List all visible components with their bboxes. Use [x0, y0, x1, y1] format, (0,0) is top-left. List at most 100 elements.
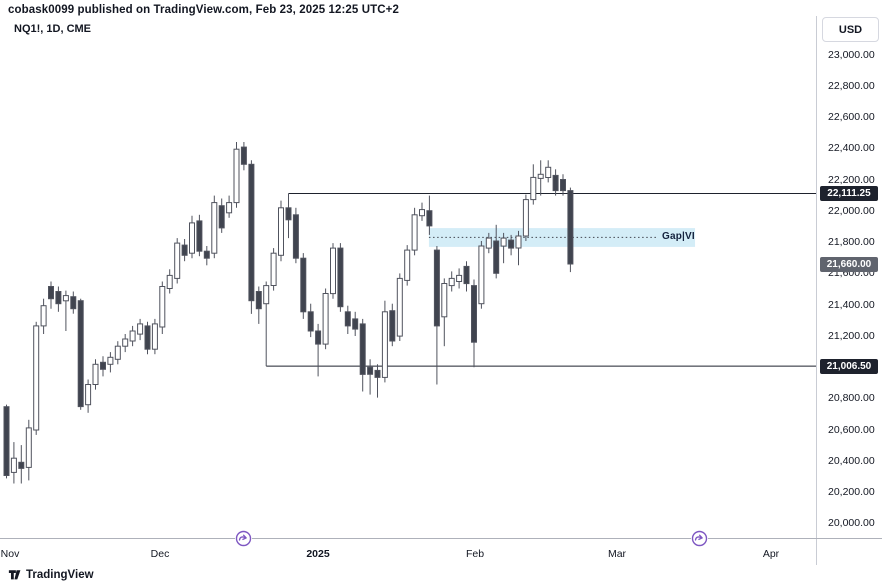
candle[interactable] [48, 281, 54, 309]
candle[interactable] [203, 246, 210, 266]
price-tick-label: 22,000.00 [828, 204, 875, 217]
price-tick-label: 21,400.00 [828, 298, 875, 311]
candle[interactable] [485, 232, 492, 254]
candle[interactable] [40, 298, 47, 334]
candle[interactable] [278, 200, 284, 262]
candle[interactable] [10, 442, 17, 484]
candle[interactable] [381, 300, 388, 383]
candle[interactable] [159, 281, 166, 335]
candle[interactable] [3, 404, 10, 479]
candle[interactable] [530, 164, 537, 205]
candle[interactable] [448, 271, 455, 292]
contract-rollover-icon[interactable] [691, 530, 708, 547]
candle[interactable] [433, 246, 440, 385]
candle[interactable] [166, 269, 173, 294]
tradingview-logo-icon [8, 570, 21, 580]
candle[interactable] [181, 239, 188, 262]
candle[interactable] [456, 268, 463, 289]
candle[interactable] [285, 193, 292, 239]
candle[interactable] [374, 364, 381, 398]
candle[interactable] [367, 359, 374, 395]
candle[interactable] [248, 160, 255, 314]
candle[interactable] [233, 142, 240, 208]
candle[interactable] [196, 214, 203, 257]
candle[interactable] [337, 243, 344, 312]
price-axis-separator [816, 16, 817, 565]
candle[interactable] [137, 318, 144, 341]
candle[interactable] [500, 232, 507, 264]
candle[interactable] [85, 379, 92, 413]
candle[interactable] [263, 281, 270, 367]
candle[interactable] [352, 311, 359, 336]
candle[interactable] [396, 273, 403, 341]
candle[interactable] [144, 321, 151, 355]
candle[interactable] [226, 195, 233, 218]
candle[interactable] [33, 321, 40, 435]
candle[interactable] [55, 286, 62, 312]
candle[interactable] [122, 334, 129, 353]
candle[interactable] [508, 234, 515, 256]
candle[interactable] [330, 243, 336, 299]
price-axis[interactable]: USD 23,000.00 22,800.00 22,600.00 22,400.00… [816, 0, 882, 566]
candle[interactable] [62, 290, 69, 331]
symbol-info: NQ1!, 1D, CME [14, 23, 92, 35]
candle[interactable] [92, 359, 99, 390]
candle[interactable] [471, 279, 477, 368]
month-label: Apr [762, 548, 780, 560]
gap-zone-label: Gap|VI [662, 231, 695, 242]
candle[interactable] [545, 160, 552, 183]
candle[interactable] [515, 230, 522, 266]
candle[interactable] [322, 288, 329, 350]
candle[interactable] [114, 341, 121, 365]
candle[interactable] [77, 298, 84, 410]
candle[interactable] [478, 241, 485, 309]
candle[interactable] [426, 195, 433, 235]
contract-rollover-icon[interactable] [235, 530, 252, 547]
candle[interactable] [255, 286, 262, 324]
candle[interactable] [315, 323, 322, 377]
price-tick-label: 21,800.00 [828, 236, 875, 249]
candle[interactable] [18, 445, 25, 484]
candle[interactable] [292, 207, 299, 264]
candle[interactable] [100, 356, 106, 377]
time-axis[interactable]: Nov Dec 2025 Feb Mar Apr [0, 530, 882, 567]
candle[interactable] [389, 303, 396, 347]
candle[interactable] [344, 305, 351, 334]
candle[interactable] [567, 187, 574, 273]
price-tick-label: 23,000.00 [828, 48, 875, 61]
price-tick-label: 22,200.00 [828, 173, 875, 186]
candle[interactable] [441, 278, 448, 347]
candle[interactable] [463, 261, 470, 292]
candle[interactable] [404, 245, 411, 286]
candle[interactable] [419, 202, 425, 221]
price-badge: 22,111.25 [820, 186, 878, 201]
candle[interactable] [493, 224, 500, 279]
candle[interactable] [151, 318, 158, 355]
candle[interactable] [25, 419, 32, 481]
candle[interactable] [107, 352, 114, 373]
candle[interactable] [300, 253, 307, 319]
candle[interactable] [307, 303, 314, 338]
currency-button[interactable]: USD [822, 17, 879, 42]
candle[interactable] [218, 198, 225, 233]
month-label: Feb [465, 548, 485, 560]
candle[interactable] [560, 174, 566, 196]
candle[interactable] [174, 238, 181, 284]
price-badge: 21,006.50 [820, 358, 878, 374]
price-tick-label: 20,000.00 [828, 517, 875, 530]
candle[interactable] [240, 142, 247, 171]
candle[interactable] [411, 207, 418, 256]
tradingview-logo-text: TradingView [26, 569, 94, 581]
candle[interactable] [537, 160, 544, 196]
candle[interactable] [129, 325, 136, 347]
candle[interactable] [359, 318, 366, 392]
candle[interactable] [270, 248, 277, 291]
candle[interactable] [189, 215, 195, 259]
candle[interactable] [552, 169, 559, 196]
tradingview-logo[interactable]: TradingView [8, 568, 94, 582]
candle[interactable] [522, 194, 529, 241]
candle[interactable] [211, 195, 218, 259]
candle[interactable] [70, 291, 77, 314]
